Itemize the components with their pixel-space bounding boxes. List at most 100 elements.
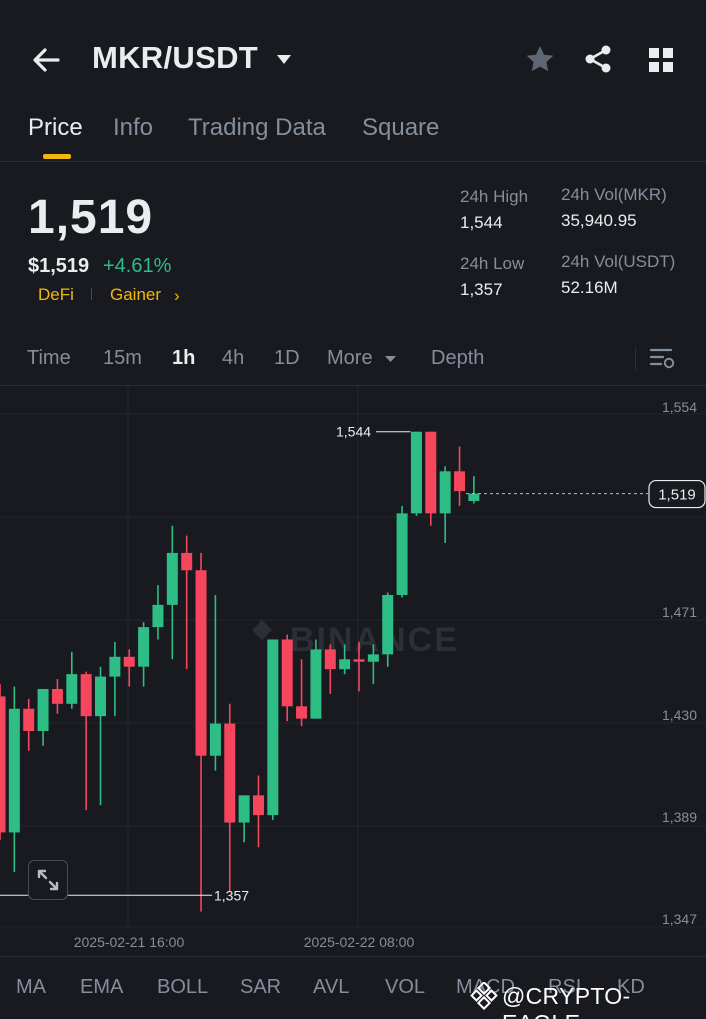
candle-body: [95, 676, 107, 717]
candle-body: [410, 431, 422, 514]
tag-divider: [91, 288, 92, 300]
expand-icon[interactable]: [28, 860, 68, 900]
candlestick-chart[interactable]: BINANCE1,5441,3571,5541,4711,4301,3891,3…: [0, 386, 706, 956]
star-icon[interactable]: [524, 43, 556, 75]
stat-vol-base-value: 35,940.95: [561, 211, 637, 230]
pair-title[interactable]: MKR/USDT: [92, 40, 258, 75]
stat-vol-quote-value: 52.16M: [561, 278, 618, 297]
indicator-boll[interactable]: BOLL: [157, 976, 209, 998]
tab-info[interactable]: Info: [113, 114, 154, 141]
caret-down-icon[interactable]: [384, 351, 397, 362]
y-axis-tick-label: 1,554: [662, 399, 697, 415]
indicator-ma[interactable]: MA: [16, 976, 46, 998]
price-change-percent: +4.61%: [103, 255, 172, 277]
candle-body: [238, 795, 250, 823]
indicator-rsi[interactable]: RSI: [548, 976, 582, 998]
candle-body: [23, 708, 35, 732]
candle-body: [468, 493, 480, 501]
tab-price[interactable]: Price: [28, 114, 83, 141]
candle-body: [152, 604, 164, 628]
candle-body: [138, 627, 150, 667]
y-axis-tick-label: 1,471: [662, 604, 697, 620]
current-price-label: 1,519: [658, 487, 696, 504]
candle-body: [267, 639, 279, 816]
candle-body: [195, 570, 207, 756]
candle-body: [181, 552, 193, 571]
candle-body: [51, 688, 63, 704]
candle-body: [166, 552, 178, 605]
candle-body: [252, 795, 264, 816]
binance-logo-icon: [470, 980, 498, 1011]
tab-trading-data[interactable]: Trading Data: [188, 114, 326, 141]
candle-body: [281, 639, 293, 707]
tab-square[interactable]: Square: [362, 114, 440, 141]
interval-4h[interactable]: 4h: [222, 347, 245, 369]
x-axis-tick-label: 2025-02-22 08:00: [304, 934, 415, 950]
indicator-ema[interactable]: EMA: [80, 976, 124, 998]
candle-body: [109, 656, 121, 677]
candle-body: [324, 649, 336, 670]
candle-body: [8, 708, 20, 833]
candle-body: [209, 723, 221, 756]
stat-24h-low-label: 24h Low: [460, 254, 525, 273]
candle-body: [382, 594, 394, 655]
indicator-bar: MA EMA BOLL SAR AVL VOL MACD RSI KD: [0, 956, 706, 1019]
interval-time[interactable]: Time: [27, 347, 71, 369]
candle-body: [353, 659, 365, 662]
candle-body: [367, 654, 379, 662]
chart-settings-icon[interactable]: [648, 344, 676, 372]
chevron-right-icon[interactable]: ›: [174, 286, 180, 305]
indicator-avl[interactable]: AVL: [313, 976, 350, 998]
interval-15m[interactable]: 15m: [103, 347, 142, 369]
stat-24h-high-label: 24h High: [460, 187, 529, 206]
stat-vol-quote-label: 24h Vol(USDT): [561, 252, 676, 271]
indicator-macd[interactable]: MACD: [456, 976, 515, 998]
interval-more[interactable]: More: [327, 347, 373, 369]
share-icon[interactable]: [582, 43, 614, 75]
watermark-logo: [252, 620, 272, 640]
x-axis-tick-label: 2025-02-21 16:00: [74, 934, 185, 950]
stat-24h-high-value: 1,544: [460, 213, 503, 232]
indicator-vol[interactable]: VOL: [385, 976, 426, 998]
y-axis-tick-label: 1,389: [662, 809, 697, 825]
interval-1h[interactable]: 1h: [172, 347, 196, 369]
back-arrow-icon[interactable]: [28, 42, 64, 78]
tag-defi[interactable]: DeFi: [38, 285, 74, 304]
caret-down-icon[interactable]: [274, 52, 294, 66]
candle-body: [66, 674, 78, 704]
interval-bar: Time 15m 1h 4h 1D More Depth: [0, 330, 706, 386]
candle-body: [80, 674, 92, 717]
usd-price: $1,519: [28, 255, 90, 277]
candle-body: [425, 431, 437, 514]
grid-icon[interactable]: [646, 45, 676, 75]
main-tabs: Price Info Trading Data Square: [0, 110, 706, 162]
low-marker-label: 1,357: [214, 887, 249, 903]
depth-tab[interactable]: Depth: [431, 347, 485, 369]
stat-24h-low-value: 1,357: [460, 280, 503, 299]
top-bar: MKR/USDT: [0, 0, 706, 100]
candle-body: [224, 723, 236, 823]
high-marker-label: 1,544: [336, 424, 371, 440]
interval-1d[interactable]: 1D: [274, 347, 300, 369]
overlay-username: @CRYPTO-EAGLE: [502, 983, 631, 1019]
candle-body: [454, 471, 466, 492]
candle-body: [0, 696, 6, 833]
candle-body: [296, 706, 308, 719]
current-price-box: [648, 479, 706, 509]
candle-body: [310, 649, 322, 719]
price-chart[interactable]: BINANCE 1,544 1,357 1,554 1,471 1,430 1,389 1,3…: [0, 386, 706, 956]
candle-body: [396, 513, 408, 595]
active-tab-indicator: [43, 154, 71, 159]
indicator-kd[interactable]: KD: [617, 976, 645, 998]
y-axis-tick-label: 1,347: [662, 911, 697, 927]
candle-body: [123, 656, 135, 667]
stat-vol-base-label: 24h Vol(MKR): [561, 185, 667, 204]
y-axis-tick-label: 1,430: [662, 707, 697, 723]
divider: [635, 348, 636, 370]
indicator-sar[interactable]: SAR: [240, 976, 282, 998]
candle-body: [439, 471, 451, 514]
tag-gainer[interactable]: Gainer: [110, 285, 162, 304]
candle-body: [339, 659, 351, 670]
candle-body: [37, 688, 49, 732]
last-price: 1,519: [28, 191, 154, 244]
